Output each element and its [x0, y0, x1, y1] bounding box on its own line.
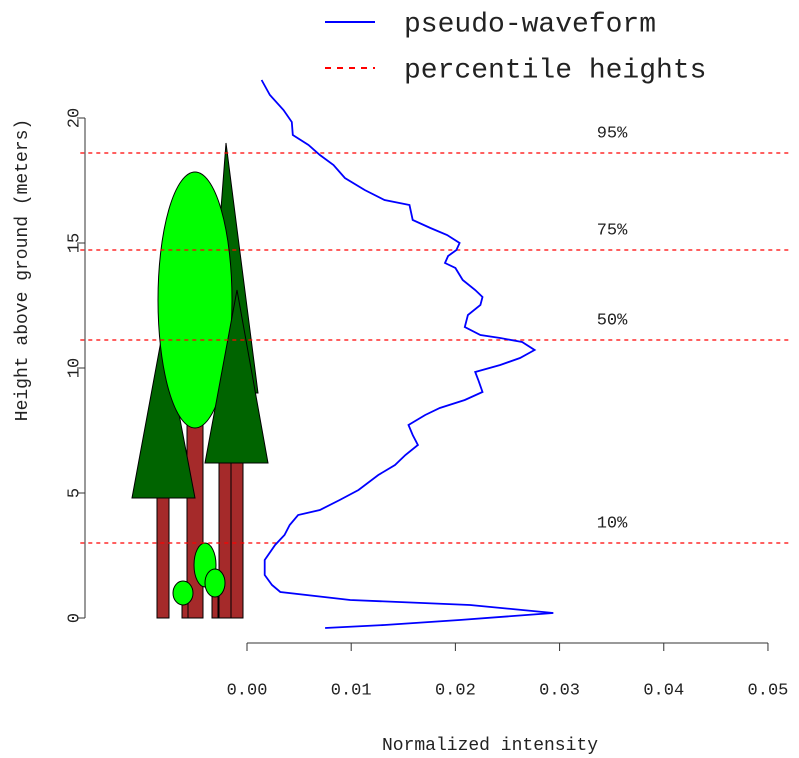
y-tick-label: 20: [65, 108, 84, 128]
conifer-crown: [204, 289, 269, 464]
tree-illustration: [131, 142, 269, 619]
x-tick-label: 0.02: [435, 681, 476, 700]
x-tick-label: 0.01: [331, 681, 372, 700]
y-tick-label: 10: [65, 358, 84, 378]
waveform-line: [260, 79, 554, 629]
x-tick-label: 0.03: [539, 681, 580, 700]
percentile-label: 95%: [597, 124, 628, 143]
trunk: [156, 494, 170, 619]
y-tick-label: 0: [65, 613, 84, 623]
x-axis-label: Normalized intensity: [382, 736, 598, 756]
x-tick-label: 0.05: [748, 681, 789, 700]
x-tick-label: 0.00: [227, 681, 268, 700]
percentile-label: 75%: [597, 221, 628, 240]
leafy-crown: [204, 568, 226, 598]
leafy-crown: [172, 580, 194, 606]
leafy-crown: [157, 171, 233, 429]
x-tick-label: 0.04: [643, 681, 684, 700]
y-axis-label: Height above ground (meters): [13, 119, 33, 421]
legend-label: pseudo-waveform: [404, 9, 656, 40]
percentile-label: 50%: [597, 311, 628, 330]
trunk: [230, 459, 244, 619]
legend-label: percentile heights: [404, 55, 706, 86]
percentile-label: 10%: [597, 514, 628, 533]
y-tick-label: 15: [65, 233, 84, 253]
y-tick-label: 5: [65, 488, 84, 498]
